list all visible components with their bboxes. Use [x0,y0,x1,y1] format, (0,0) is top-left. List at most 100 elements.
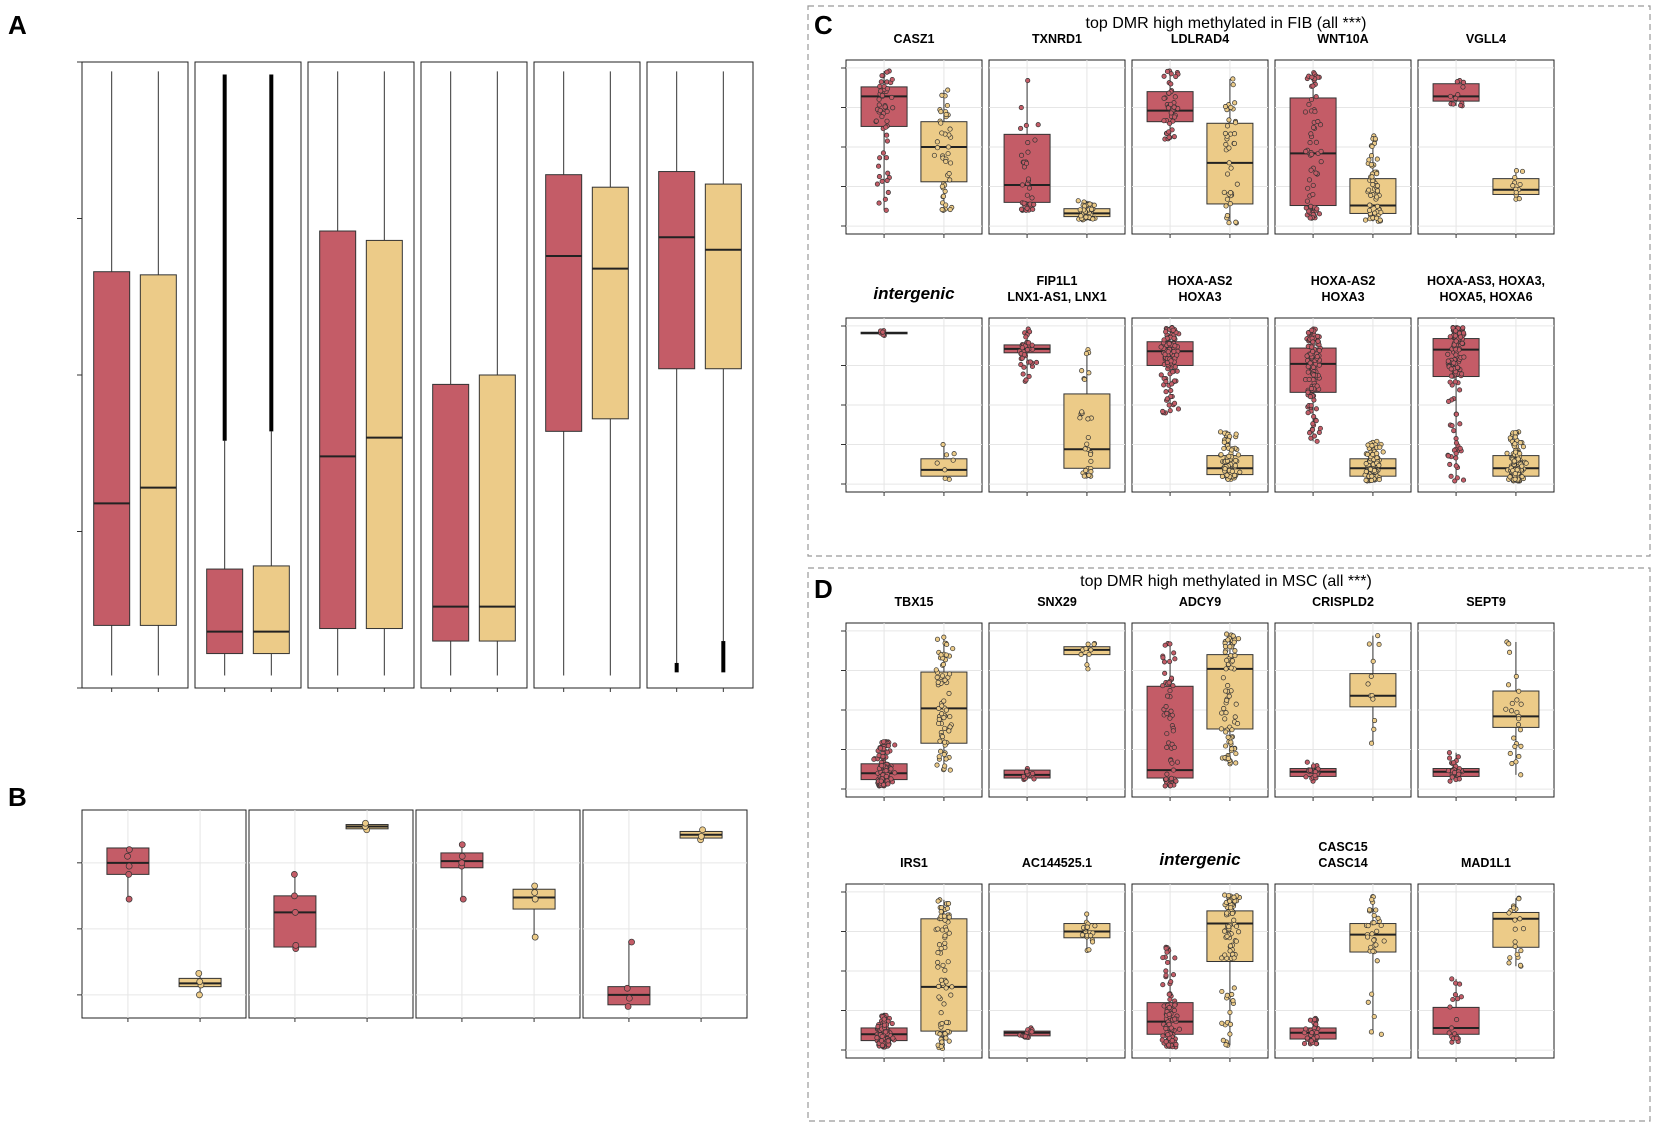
data-point-msc [1368,153,1375,159]
data-point-fib [1161,659,1168,665]
data-point-fib [1460,79,1467,85]
data-point-fib [1305,410,1311,416]
data-point-msc [941,913,948,919]
data-point-fib [1171,348,1177,355]
data-point-msc [939,711,945,717]
data-point-msc [1514,709,1520,715]
data-point-msc [1227,433,1233,439]
data-point-fib [1031,202,1037,208]
data-point-fib [883,155,890,161]
data-point-fib [1167,408,1173,414]
data-point-msc [946,930,952,936]
data-point-msc [1224,123,1231,129]
data-point-msc [1085,434,1091,441]
data-point-msc [1222,716,1228,722]
data-point-msc [943,927,949,933]
data-point-msc [943,158,949,165]
data-point-fib [879,178,885,184]
data-point-msc [935,950,941,956]
data-point-fib [1172,955,1178,961]
data-point-msc [1086,472,1092,478]
data-point-msc [1221,189,1227,195]
data-point-msc [1226,693,1232,699]
data-point-fib [1166,680,1172,686]
data-point-fib [1460,325,1466,331]
data-point-fib [1030,206,1036,212]
data-point-fib [1454,1035,1460,1041]
data-point-msc [1506,960,1512,966]
data-point-msc [1084,662,1090,668]
data-point-fib [1166,129,1172,135]
data-point-fib [1018,206,1025,212]
data-point-fib [1447,1004,1453,1010]
data-point-fib [1308,403,1314,409]
data-point-msc [1222,130,1228,136]
data-point-fib [125,871,133,878]
data-point-fib [1318,159,1324,165]
data-point-msc [941,698,947,704]
data-point-fib [1021,773,1027,780]
data-point-fib [1314,383,1320,389]
data-point-fib [1160,408,1166,414]
data-point-fib [1306,101,1312,108]
data-point-fib [1309,427,1316,433]
data-point-msc [1512,917,1518,923]
data-point-fib [877,155,883,161]
data-point-msc [1367,207,1373,213]
data-point-fib [1022,1033,1028,1039]
data-point-fib [1026,185,1033,191]
data-point-msc [1223,666,1229,672]
data-point-msc [1233,938,1239,944]
data-point-fib [889,94,895,101]
data-point-msc [948,992,954,998]
data-point-msc [1221,439,1227,445]
data-point-msc [1519,463,1525,469]
data-point-fib [876,163,882,169]
data-point-fib [1445,351,1451,357]
data-point-msc [939,1020,945,1027]
data-point-msc [1368,673,1374,679]
data-point-fib [1169,1038,1175,1044]
data-point-fib [1162,670,1168,676]
data-point-msc [1224,933,1230,939]
data-point-fib [883,124,889,130]
data-point-msc [1368,162,1374,168]
data-point-msc [1087,451,1094,457]
data-point-fib [1021,352,1027,358]
data-point-msc [1225,734,1231,740]
data-point-msc [938,905,945,911]
data-point-fib [1312,1016,1318,1023]
data-point-fib [884,132,890,138]
data-point-fib [1026,373,1032,380]
data-point-msc [941,715,947,721]
data-point-fib [1174,759,1181,765]
data-point-msc [1090,939,1096,945]
data-point-fib [1176,1026,1182,1032]
data-point-msc [950,646,956,652]
data-point-fib [1451,360,1457,366]
box-fib [432,383,470,642]
data-point-fib [1308,386,1315,392]
data-point-msc [938,945,944,952]
data-point-msc [1085,416,1091,422]
data-point-fib [1170,683,1176,689]
data-point-fib [1306,376,1312,382]
data-point-msc [945,959,951,965]
box-msc [704,183,742,370]
data-point-fib [1023,160,1030,166]
data-point-msc [1231,140,1238,147]
data-point-fib [1168,979,1174,985]
data-point-fib [878,1038,885,1044]
data-point-fib [884,178,890,184]
data-point-msc [1223,688,1229,694]
data-point-msc [1363,469,1369,475]
data-point-msc [1365,999,1371,1005]
data-point-fib [1313,418,1319,424]
data-point-msc [1217,429,1224,435]
data-point-msc [1366,157,1372,163]
data-point-fib [876,102,882,108]
data-point-fib [874,181,880,187]
data-point-fib [1447,334,1453,340]
facet-d3 [1274,622,1412,801]
data-point-fib [1168,393,1174,400]
